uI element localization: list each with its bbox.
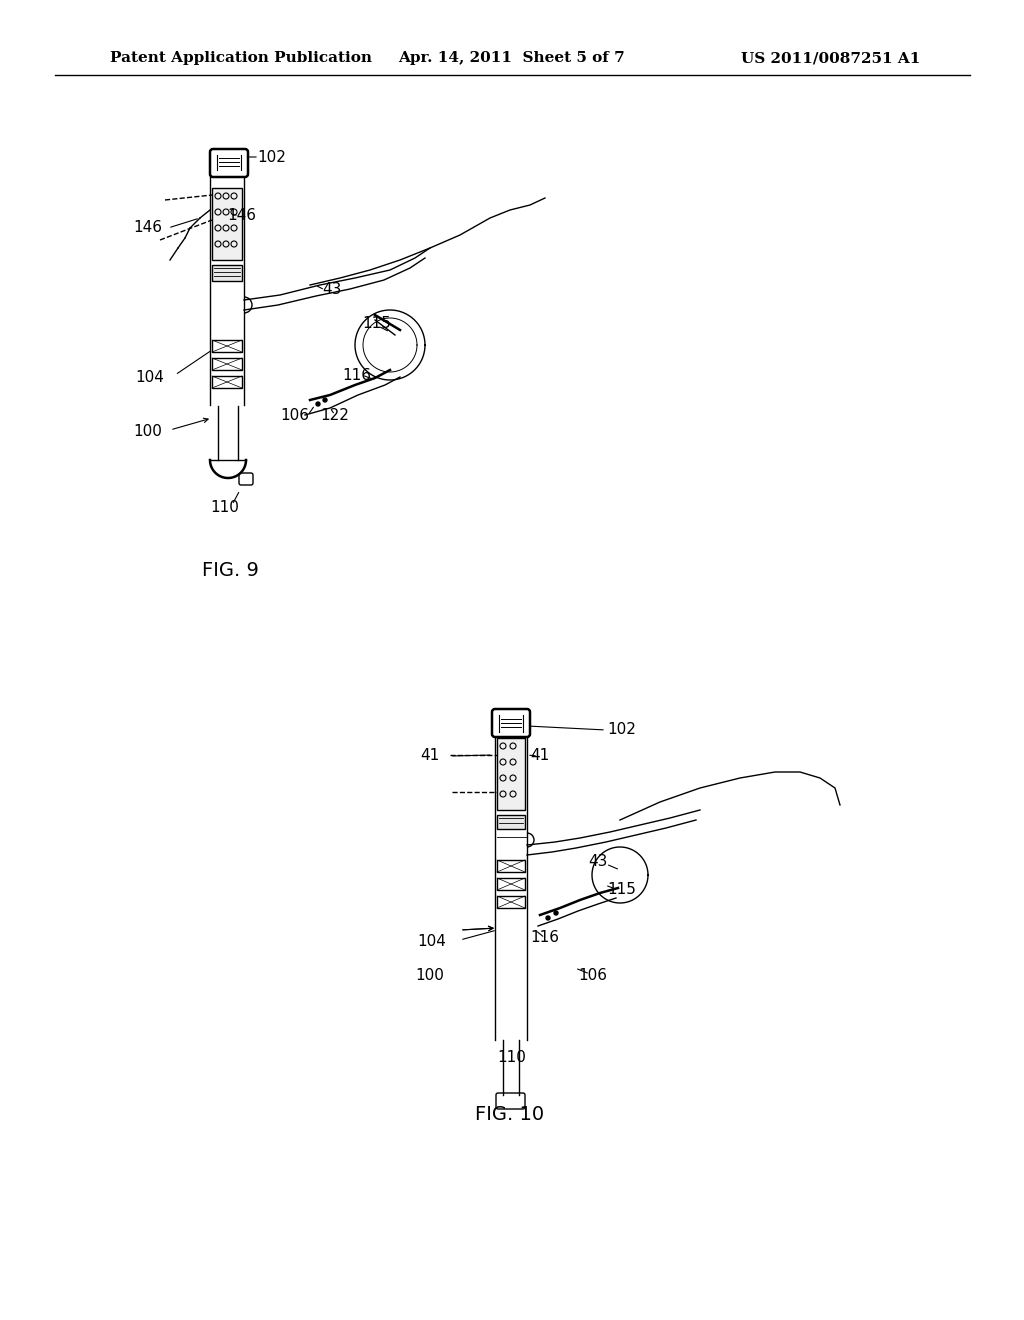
Circle shape — [316, 403, 319, 407]
Circle shape — [323, 399, 327, 403]
Text: FIG. 10: FIG. 10 — [475, 1106, 545, 1125]
Bar — [212, 265, 242, 281]
Bar — [497, 814, 525, 829]
Bar — [497, 738, 525, 810]
FancyBboxPatch shape — [496, 1093, 525, 1109]
Text: US 2011/0087251 A1: US 2011/0087251 A1 — [740, 51, 920, 65]
Text: 146: 146 — [133, 220, 163, 235]
Text: 43: 43 — [323, 282, 342, 297]
Text: 115: 115 — [607, 883, 637, 898]
Text: 122: 122 — [321, 408, 349, 422]
Text: 116: 116 — [342, 367, 372, 383]
Text: 115: 115 — [362, 315, 391, 330]
Text: 100: 100 — [133, 425, 163, 440]
Text: 110: 110 — [211, 500, 240, 516]
Circle shape — [554, 911, 558, 915]
Text: FIG. 9: FIG. 9 — [202, 561, 258, 579]
Bar — [212, 341, 242, 352]
Text: 43: 43 — [589, 854, 607, 870]
Text: Apr. 14, 2011  Sheet 5 of 7: Apr. 14, 2011 Sheet 5 of 7 — [398, 51, 626, 65]
FancyBboxPatch shape — [210, 149, 248, 177]
Text: 102: 102 — [258, 149, 287, 165]
Text: 41: 41 — [421, 748, 439, 763]
FancyBboxPatch shape — [239, 473, 253, 484]
Text: 102: 102 — [607, 722, 637, 738]
Text: 146: 146 — [227, 207, 256, 223]
Circle shape — [546, 916, 550, 920]
Text: 41: 41 — [530, 748, 550, 763]
Bar — [497, 878, 525, 890]
Text: 106: 106 — [281, 408, 309, 422]
Bar — [212, 358, 242, 370]
Text: 104: 104 — [418, 935, 446, 949]
Text: Patent Application Publication: Patent Application Publication — [110, 51, 372, 65]
Bar — [212, 187, 242, 260]
Bar — [497, 861, 525, 873]
Text: 104: 104 — [135, 371, 165, 385]
Text: 116: 116 — [530, 931, 559, 945]
Bar — [212, 376, 242, 388]
Text: 110: 110 — [498, 1051, 526, 1065]
Bar — [497, 896, 525, 908]
FancyBboxPatch shape — [492, 709, 530, 737]
Text: 100: 100 — [416, 968, 444, 982]
Text: 106: 106 — [579, 968, 607, 982]
